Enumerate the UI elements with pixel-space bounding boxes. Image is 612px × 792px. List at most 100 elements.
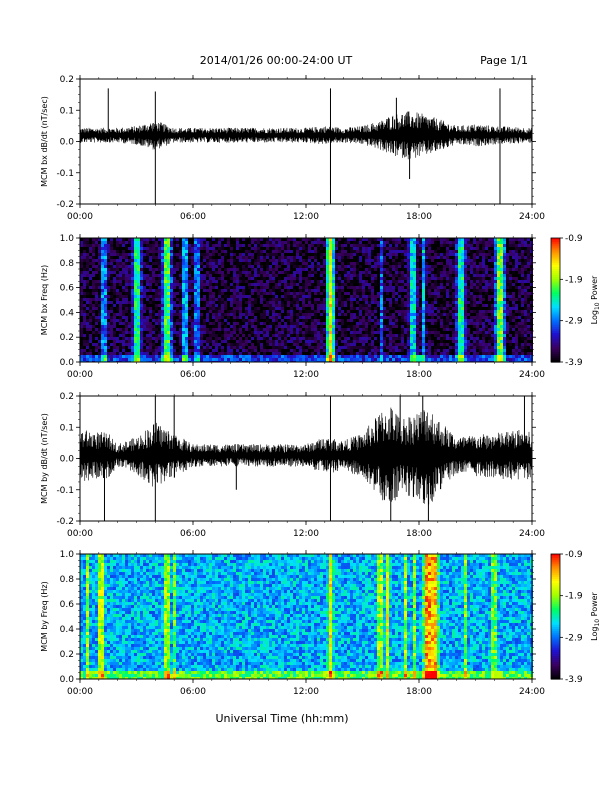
- spectrogram-cell: [287, 355, 290, 358]
- spectrogram-cell: [326, 331, 329, 334]
- spectrogram-cell: [356, 307, 359, 310]
- spectrogram-cell: [242, 244, 245, 247]
- spectrogram-cell: [299, 259, 302, 262]
- spectrogram-cell: [257, 250, 260, 253]
- spectrogram-cell: [314, 259, 317, 262]
- spectrogram-cell: [284, 271, 287, 274]
- spectrogram-cell: [392, 352, 395, 355]
- spectrogram-cell: [104, 262, 107, 265]
- spectrogram-cell: [209, 307, 212, 310]
- spectrogram-cell: [263, 349, 266, 352]
- spectrogram-cell: [203, 265, 206, 268]
- spectrogram-cell: [140, 307, 143, 310]
- spectrogram-cell: [185, 283, 188, 286]
- spectrogram-cell: [185, 241, 188, 244]
- spectrogram-cell: [266, 268, 269, 271]
- spectrogram-cell: [356, 286, 359, 289]
- spectrogram-cell: [347, 244, 350, 247]
- spectrogram-cell: [356, 325, 359, 328]
- spectrogram-cell: [161, 322, 164, 325]
- spectrogram-cell: [305, 241, 308, 244]
- spectrogram-cell: [194, 271, 197, 274]
- spectrogram-cell: [254, 238, 257, 241]
- spectrogram-cell: [209, 328, 212, 331]
- spectrogram-cell: [347, 325, 350, 328]
- spectrogram-cell: [218, 337, 221, 340]
- spectrogram-cell: [209, 238, 212, 241]
- spectrogram-cell: [305, 337, 308, 340]
- spectrogram-cell: [296, 286, 299, 289]
- spectrogram-cell: [215, 337, 218, 340]
- spectrogram-cell: [320, 343, 323, 346]
- spectrogram-cell: [410, 262, 413, 265]
- spectrogram-cell: [416, 349, 419, 352]
- spectrogram-cell: [245, 304, 248, 307]
- spectrogram-cell: [182, 346, 185, 349]
- spectrogram-cell: [239, 349, 242, 352]
- spectrogram-cell: [329, 289, 332, 292]
- spectrogram-cell: [404, 256, 407, 259]
- spectrogram-cell: [317, 301, 320, 304]
- spectrogram-cell: [251, 244, 254, 247]
- spectrogram-cell: [149, 250, 152, 253]
- spectrogram-cell: [167, 328, 170, 331]
- spectrogram-cell: [302, 262, 305, 265]
- spectrogram-cell: [98, 280, 101, 283]
- spectrogram-cell: [128, 352, 131, 355]
- spectrogram-cell: [239, 259, 242, 262]
- spectrogram-cell: [410, 307, 413, 310]
- spectrogram-cell: [92, 325, 95, 328]
- spectrogram-cell: [245, 325, 248, 328]
- spectrogram-cell: [269, 337, 272, 340]
- spectrogram-cell: [104, 286, 107, 289]
- spectrogram-cell: [101, 358, 104, 361]
- spectrogram-cell: [263, 238, 266, 241]
- spectrogram-cell: [344, 286, 347, 289]
- spectrogram-cell: [260, 346, 263, 349]
- spectrogram-cell: [89, 268, 92, 271]
- spectrogram-cell: [236, 259, 239, 262]
- spectrogram-cell: [344, 325, 347, 328]
- spectrogram-cell: [287, 295, 290, 298]
- spectrogram-cell: [83, 352, 86, 355]
- spectrogram-cell: [302, 352, 305, 355]
- spectrogram-cell: [422, 346, 425, 349]
- spectrogram-cell: [179, 271, 182, 274]
- spectrogram-cell: [218, 289, 221, 292]
- spectrogram-cell: [170, 334, 173, 337]
- spectrogram-cell: [146, 244, 149, 247]
- spectrogram-cell: [179, 304, 182, 307]
- spectrogram-cell: [107, 301, 110, 304]
- spectrogram-cell: [260, 277, 263, 280]
- spectrogram-cell: [182, 331, 185, 334]
- spectrogram-cell: [170, 328, 173, 331]
- spectrogram-cell: [278, 316, 281, 319]
- spectrogram-cell: [218, 313, 221, 316]
- spectrogram-cell: [284, 325, 287, 328]
- spectrogram-cell: [212, 241, 215, 244]
- spectrogram-cell: [395, 253, 398, 256]
- spectrogram-cell: [227, 343, 230, 346]
- spectrogram-cell: [137, 328, 140, 331]
- spectrogram-cell: [398, 289, 401, 292]
- y-tick-label: -0.1: [56, 169, 74, 179]
- spectrogram-cell: [356, 322, 359, 325]
- spectrogram-cell: [242, 238, 245, 241]
- spectrogram-cell: [197, 250, 200, 253]
- spectrogram-cell: [416, 325, 419, 328]
- spectrogram-cell: [356, 274, 359, 277]
- spectrogram-cell: [125, 286, 128, 289]
- spectrogram-cell: [119, 286, 122, 289]
- spectrogram-cell: [380, 259, 383, 262]
- spectrogram-cell: [104, 241, 107, 244]
- spectrogram-cell: [365, 346, 368, 349]
- spectrogram-cell: [365, 301, 368, 304]
- spectrogram-cell: [197, 349, 200, 352]
- spectrogram-cell: [131, 328, 134, 331]
- spectrogram-cell: [290, 277, 293, 280]
- spectrogram-cell: [227, 265, 230, 268]
- spectrogram-cell: [128, 298, 131, 301]
- spectrogram-cell: [104, 334, 107, 337]
- spectrogram-cell: [134, 346, 137, 349]
- spectrogram-cell: [164, 340, 167, 343]
